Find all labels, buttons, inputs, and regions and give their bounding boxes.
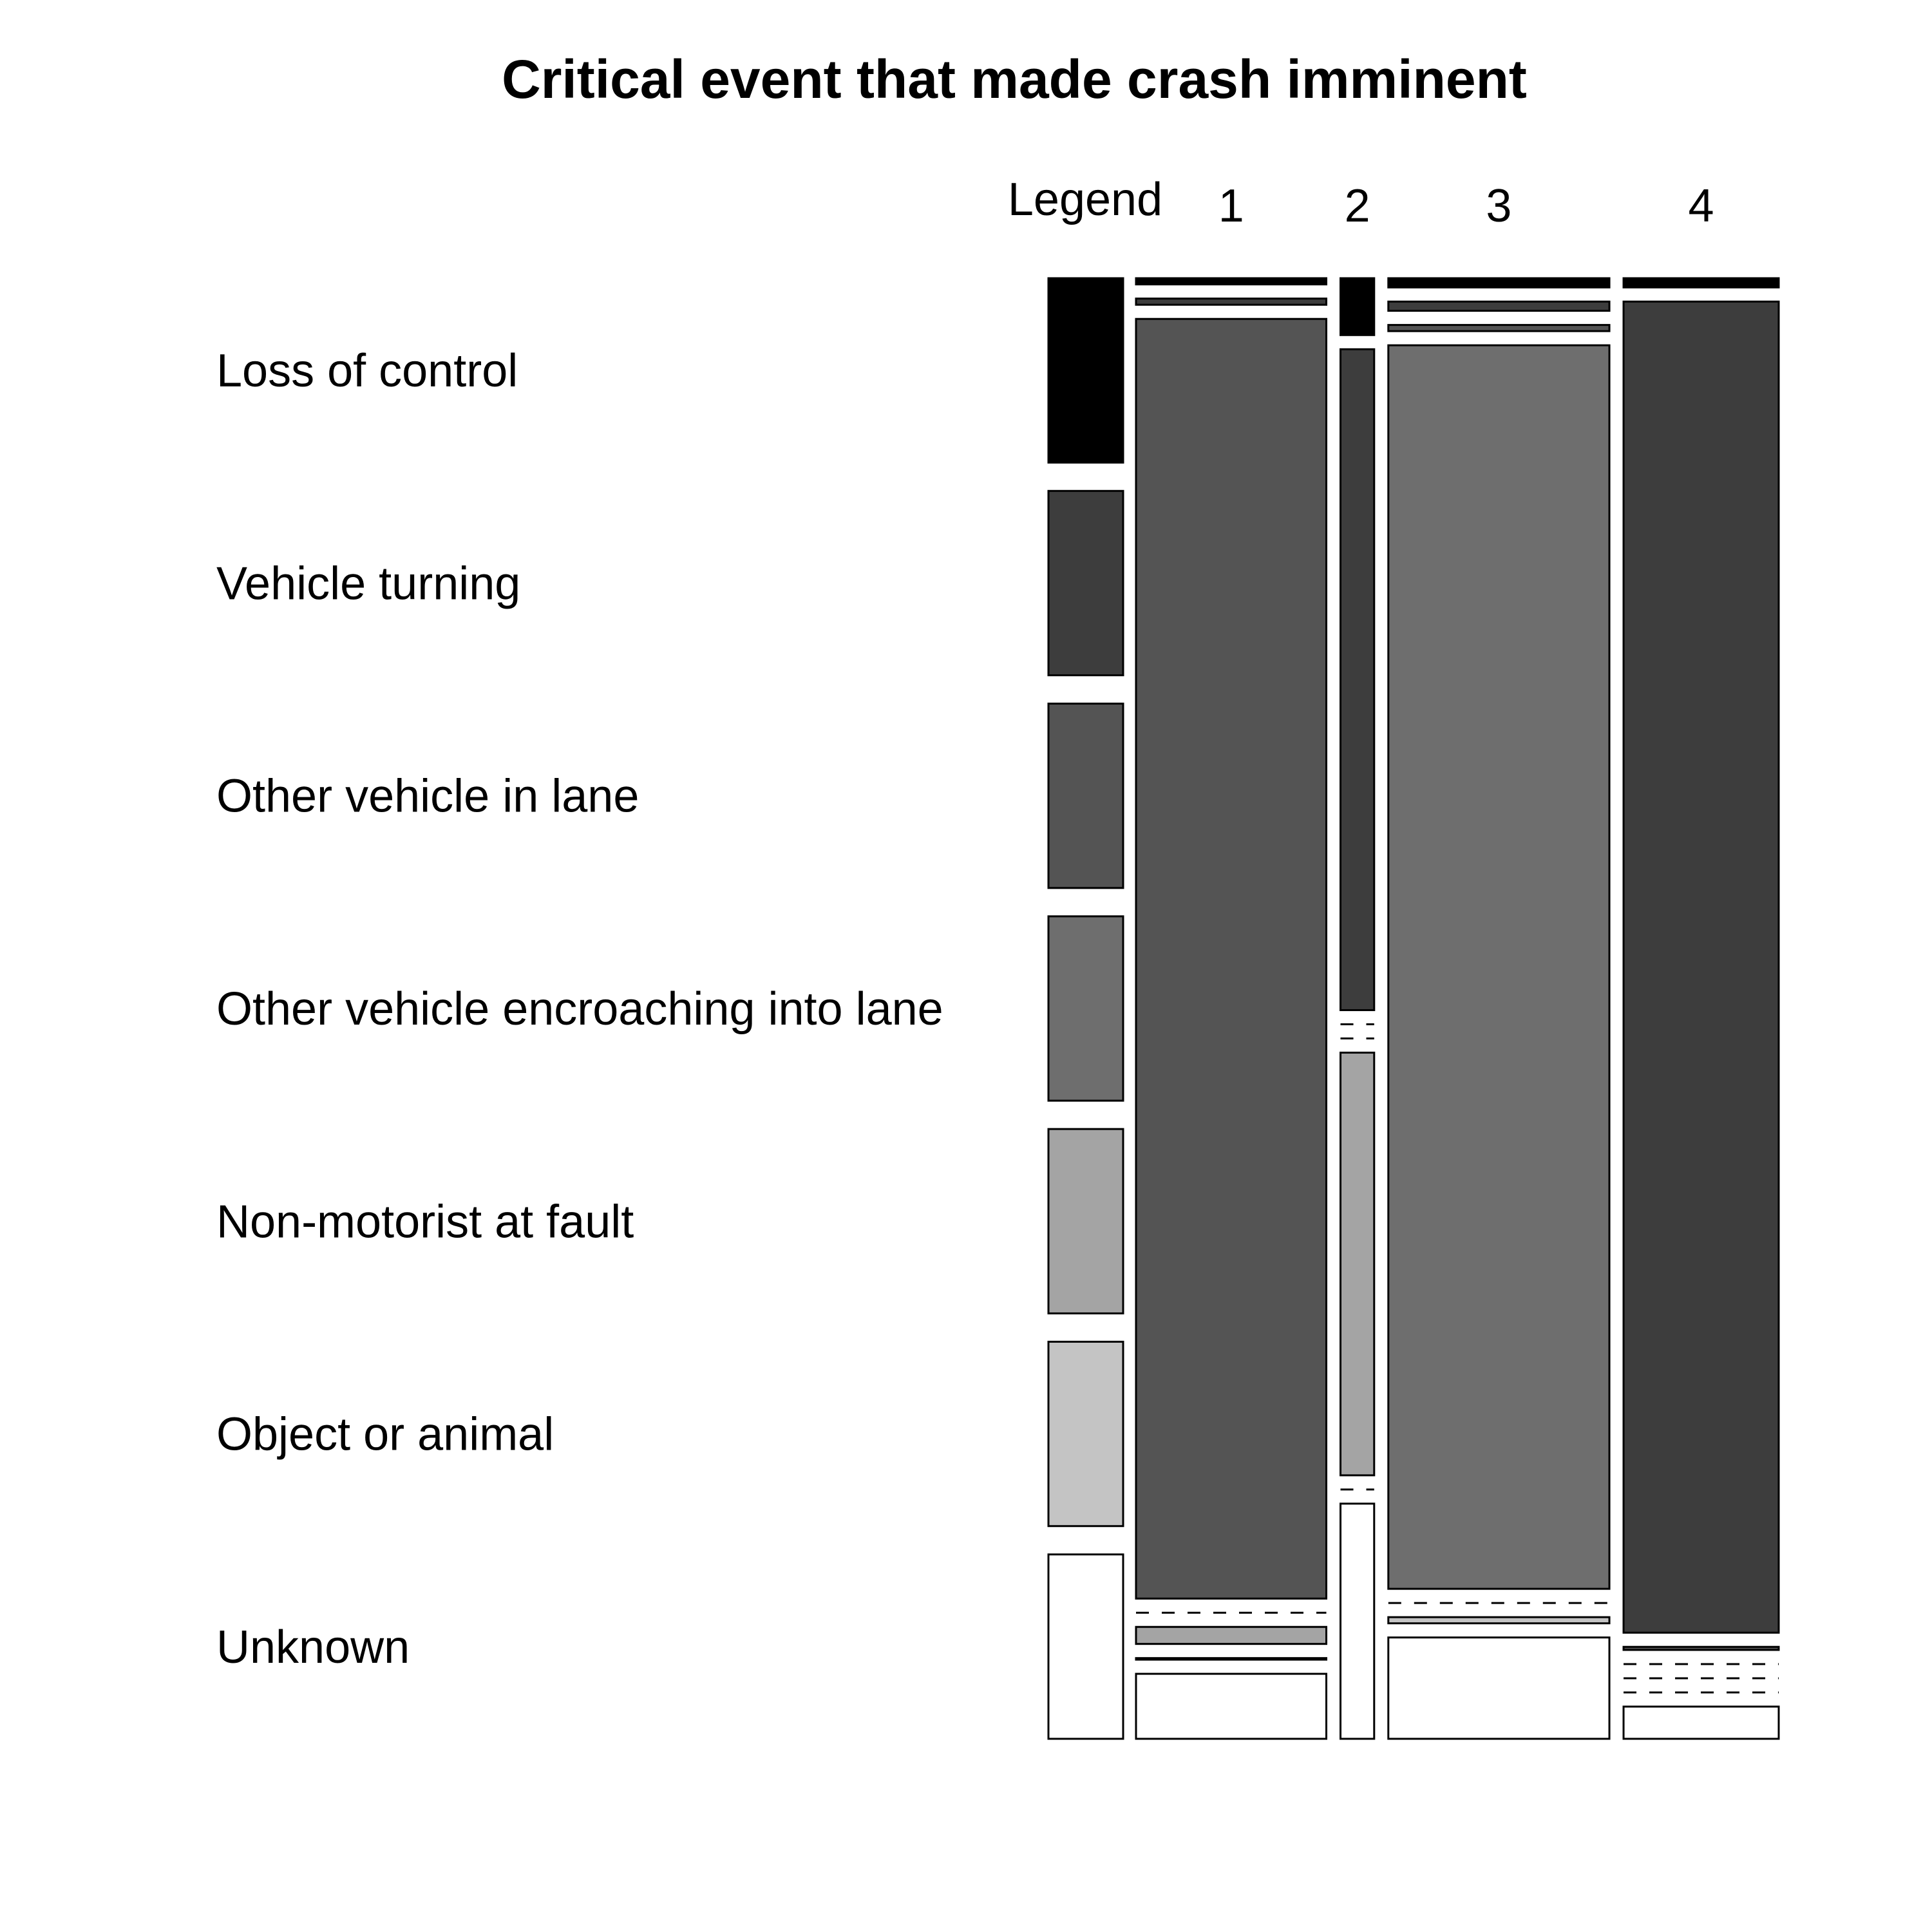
column-label: 4 (1688, 180, 1714, 232)
mosaic-tile (1135, 277, 1328, 286)
column-label: 3 (1486, 180, 1511, 232)
mosaic-tile (1387, 324, 1611, 332)
legend-swatch (1047, 1553, 1124, 1740)
row-labels: Loss of control Vehicle turning Other vehi… (216, 345, 943, 1673)
column-labels: 1 2 3 4 (1218, 180, 1714, 232)
mosaic-tile (1340, 1502, 1376, 1740)
legend-swatch (1047, 1340, 1124, 1528)
column-label: 2 (1345, 180, 1370, 232)
mosaic-tile (1387, 300, 1611, 312)
mosaic-tile (1387, 1616, 1611, 1625)
legend-swatch (1047, 277, 1124, 464)
column-label: 1 (1218, 180, 1244, 232)
legend-swatch (1047, 915, 1124, 1102)
mosaic-tile (1135, 1657, 1328, 1661)
legend-swatch (1047, 1128, 1124, 1314)
chart-title: Critical event that made crash imminent (502, 49, 1527, 109)
mosaic-tile (1622, 277, 1780, 289)
mosaic-tile (1622, 1705, 1780, 1740)
legend-header: Legend (1008, 174, 1162, 225)
legend-swatches (1047, 277, 1124, 1740)
mosaic-tile (1387, 344, 1611, 1590)
mosaic-tiles (1135, 277, 1780, 1740)
mosaic-tile (1135, 298, 1328, 306)
mosaic-tile (1622, 300, 1780, 1634)
category-label: Loss of control (216, 345, 518, 397)
category-label: Unknown (216, 1622, 410, 1673)
mosaic-tile (1340, 277, 1376, 336)
mosaic-tile (1387, 277, 1611, 289)
category-label: Other vehicle in lane (216, 771, 639, 822)
category-label: Other vehicle encroaching into lane (216, 983, 943, 1035)
mosaic-tile (1340, 348, 1376, 1012)
category-label: Vehicle turning (216, 558, 520, 609)
mosaic-tile (1622, 1645, 1780, 1651)
category-label: Non-motorist at fault (216, 1196, 634, 1247)
mosaic-tile (1387, 1636, 1611, 1740)
legend-swatch (1047, 703, 1124, 889)
mosaic-tile (1135, 1625, 1328, 1645)
mosaic-tile (1135, 1672, 1328, 1740)
legend-swatch (1047, 489, 1124, 677)
mosaic-tile (1340, 1052, 1376, 1477)
category-label: Object or animal (216, 1409, 554, 1461)
mosaic-tile (1135, 317, 1328, 1600)
